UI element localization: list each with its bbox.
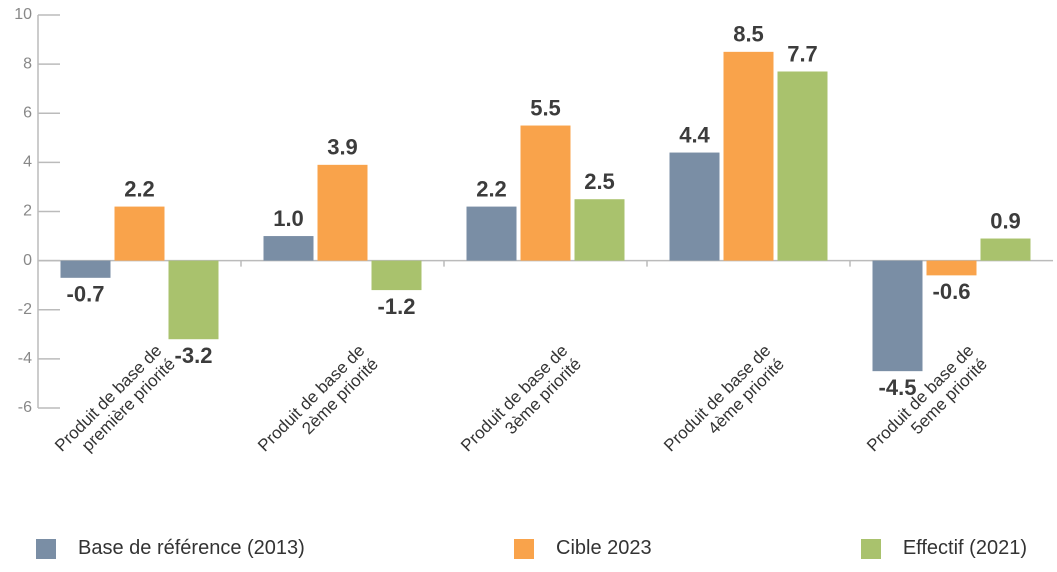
legend-item: Cible 2023 [514,537,652,560]
y-tick-label: -2 [18,301,32,318]
value-label: 2.2 [476,176,507,201]
bar [317,164,368,261]
value-label: -0.7 [67,282,105,307]
bar [669,152,720,261]
bar [520,125,571,261]
y-tick-label: 0 [23,252,32,269]
value-label: 7.7 [787,41,818,66]
bar [371,260,422,291]
bar [872,260,923,372]
legend-label: Base de référence (2013) [78,537,305,559]
y-tick-label: 6 [23,104,32,121]
y-tick-label: 2 [23,203,32,220]
legend-swatch [514,538,535,559]
bar [574,199,625,261]
bar [466,206,517,261]
value-label: 4.4 [679,122,710,147]
y-tick-label: -6 [18,399,32,416]
value-label: 3.9 [327,135,358,160]
y-tick-label: 10 [14,6,32,23]
value-label: 8.5 [733,22,764,47]
value-label: 2.2 [124,176,155,201]
value-label: -3.2 [175,343,213,368]
legend-label: Effectif (2021) [902,537,1027,559]
bar [60,260,111,278]
bar [777,71,828,261]
value-label: 0.9 [990,208,1021,233]
value-label: 5.5 [530,95,561,120]
bar [263,236,314,261]
legend-label: Cible 2023 [556,537,652,559]
y-tick-label: 4 [23,154,32,171]
value-label: 2.5 [584,169,615,194]
value-label: -1.2 [378,294,416,319]
bar [114,206,165,261]
bar [926,260,977,276]
y-tick-label: -4 [18,350,32,367]
bar [168,260,219,340]
legend: Base de référence (2013) Cible 2023 Effect… [36,537,1027,560]
bar [723,51,774,261]
value-label: 1.0 [273,206,304,231]
value-label: -0.6 [933,279,971,304]
bar [980,238,1031,261]
legend-swatch [36,538,56,559]
y-tick-label: 8 [23,55,32,72]
value-label: -4.5 [879,375,917,400]
legend-item: Effectif (2021) [860,537,1027,560]
legend-item: Base de référence (2013) [36,537,305,560]
legend-swatch [860,538,881,559]
